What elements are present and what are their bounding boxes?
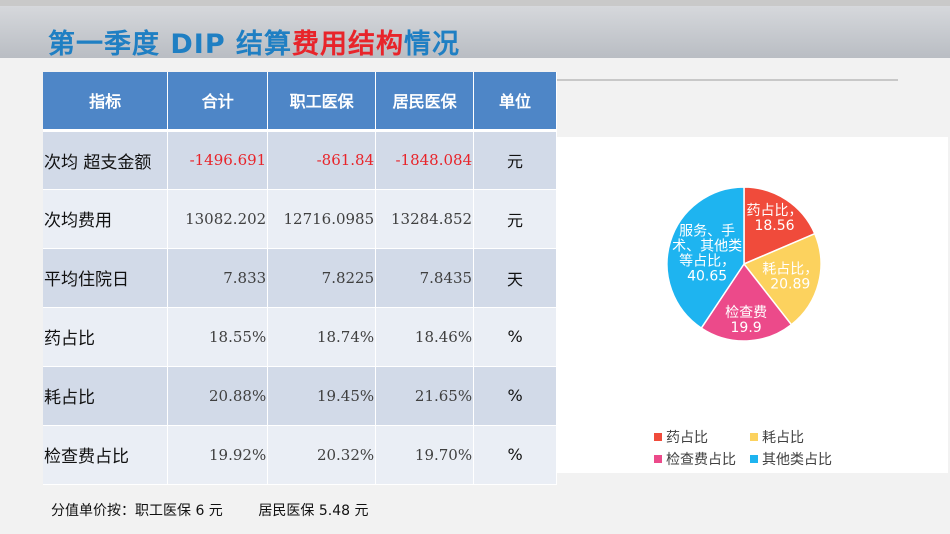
legend-label: 检查费占比: [666, 452, 736, 468]
cell-total: 18.55%: [167, 307, 269, 367]
cell-employee: 18.74%: [267, 307, 377, 367]
cell-employee: 12716.0985: [267, 189, 377, 249]
title-part-1: 第一季度 DIP 结算: [48, 29, 293, 60]
legend-swatch: [750, 455, 758, 463]
pie-slice-label-4: 服务、手术、其他类等占比， 40.65: [672, 223, 742, 284]
pie-slice-label-1: 药占比， 18.56: [747, 203, 803, 234]
table-row: 次均 超支金额 -1496.691 -861.84 -1848.084 元: [43, 130, 557, 190]
title-part-3: 情况: [404, 29, 461, 60]
cell-resident: 13284.852: [375, 189, 475, 249]
legend-label: 其他类占比: [762, 452, 832, 468]
legend-swatch: [750, 433, 758, 441]
cell-total: 20.88%: [167, 366, 269, 426]
cell-unit: 天: [473, 248, 557, 308]
pie-slice-4: [666, 186, 745, 330]
cell-unit: 元: [473, 189, 557, 249]
title-bar: 第一季度 DIP 结算费用结构情况: [0, 6, 950, 61]
pie-chart: 药占比， 18.56 耗占比， 20.89 检查费 19.9 服务、手术、其他类等占比， 40…: [666, 186, 822, 342]
cell-unit: %: [473, 425, 557, 485]
table-row: 平均住院日 7.833 7.8225 7.8435 天: [43, 248, 557, 308]
legend-item-3: 检查费占比: [654, 449, 736, 469]
footnote-resident: 居民医保 5.48 元: [258, 503, 369, 519]
divider-line: [556, 79, 898, 81]
cell-resident: 21.65%: [375, 366, 475, 426]
cell-resident: 7.8435: [375, 248, 475, 308]
table-row: 检查费占比 19.92% 20.32% 19.70% %: [43, 425, 557, 485]
legend-item-4: 其他类占比: [750, 449, 832, 469]
row-label: 检查费占比: [43, 425, 169, 485]
cell-resident: 19.70%: [375, 425, 475, 485]
cell-unit: 元: [473, 130, 557, 190]
row-label: 次均费用: [43, 189, 169, 249]
legend-label: 耗占比: [762, 430, 804, 446]
header-indicator: 指标: [43, 72, 169, 132]
cell-employee: 20.32%: [267, 425, 377, 485]
row-label: 次均 超支金额: [43, 130, 169, 190]
table-row: 耗占比 20.88% 19.45% 21.65% %: [43, 366, 557, 426]
cell-total: 19.92%: [167, 425, 269, 485]
cell-total: 7.833: [167, 248, 269, 308]
legend-item-2: 耗占比: [750, 427, 804, 447]
legend-item-1: 药占比: [654, 427, 708, 447]
legend-swatch: [654, 455, 662, 463]
cell-employee: 7.8225: [267, 248, 377, 308]
footnote-employee: 分值单价按：职工医保 6 元: [51, 503, 223, 519]
pie-slice-label-2: 耗占比， 20.89: [762, 261, 818, 292]
cell-employee: 19.45%: [267, 366, 377, 426]
cell-unit: %: [473, 307, 557, 367]
cell-resident: 18.46%: [375, 307, 475, 367]
header-employee: 职工医保: [267, 72, 377, 132]
cell-unit: %: [473, 366, 557, 426]
legend-label: 药占比: [666, 430, 708, 446]
pie-slice-label-3: 检查费 19.9: [725, 305, 767, 336]
row-label: 药占比: [43, 307, 169, 367]
row-label: 平均住院日: [43, 248, 169, 308]
cell-total: -1496.691: [167, 130, 269, 190]
title-highlight: 费用结构: [292, 29, 405, 60]
header-total: 合计: [167, 72, 269, 132]
header-resident: 居民医保: [375, 72, 475, 132]
cell-resident: -1848.084: [375, 130, 475, 190]
pie-chart-panel: 药占比， 18.56 耗占比， 20.89 检查费 19.9 服务、手术、其他类等占比， 40…: [556, 137, 948, 473]
top-strip: [0, 0, 950, 6]
cell-employee: -861.84: [267, 130, 377, 190]
pie-slice-1: [743, 186, 816, 266]
pie-slice-2: [742, 232, 822, 326]
footnote: 分值单价按：职工医保 6 元 居民医保 5.48 元: [51, 500, 369, 520]
table-row: 次均费用 13082.202 12716.0985 13284.852 元: [43, 189, 557, 249]
table-header-row: 指标 合计 职工医保 居民医保 单位: [43, 72, 557, 132]
settlement-table: 指标 合计 职工医保 居民医保 单位 次均 超支金额 -1496.691 -86…: [43, 72, 557, 485]
cell-total: 13082.202: [167, 189, 269, 249]
page-title: 第一季度 DIP 结算费用结构情况: [48, 22, 460, 61]
legend-swatch: [654, 433, 662, 441]
pie-slice-3: [700, 262, 793, 342]
table-row: 药占比 18.55% 18.74% 18.46% %: [43, 307, 557, 367]
header-unit: 单位: [473, 72, 557, 132]
row-label: 耗占比: [43, 366, 169, 426]
